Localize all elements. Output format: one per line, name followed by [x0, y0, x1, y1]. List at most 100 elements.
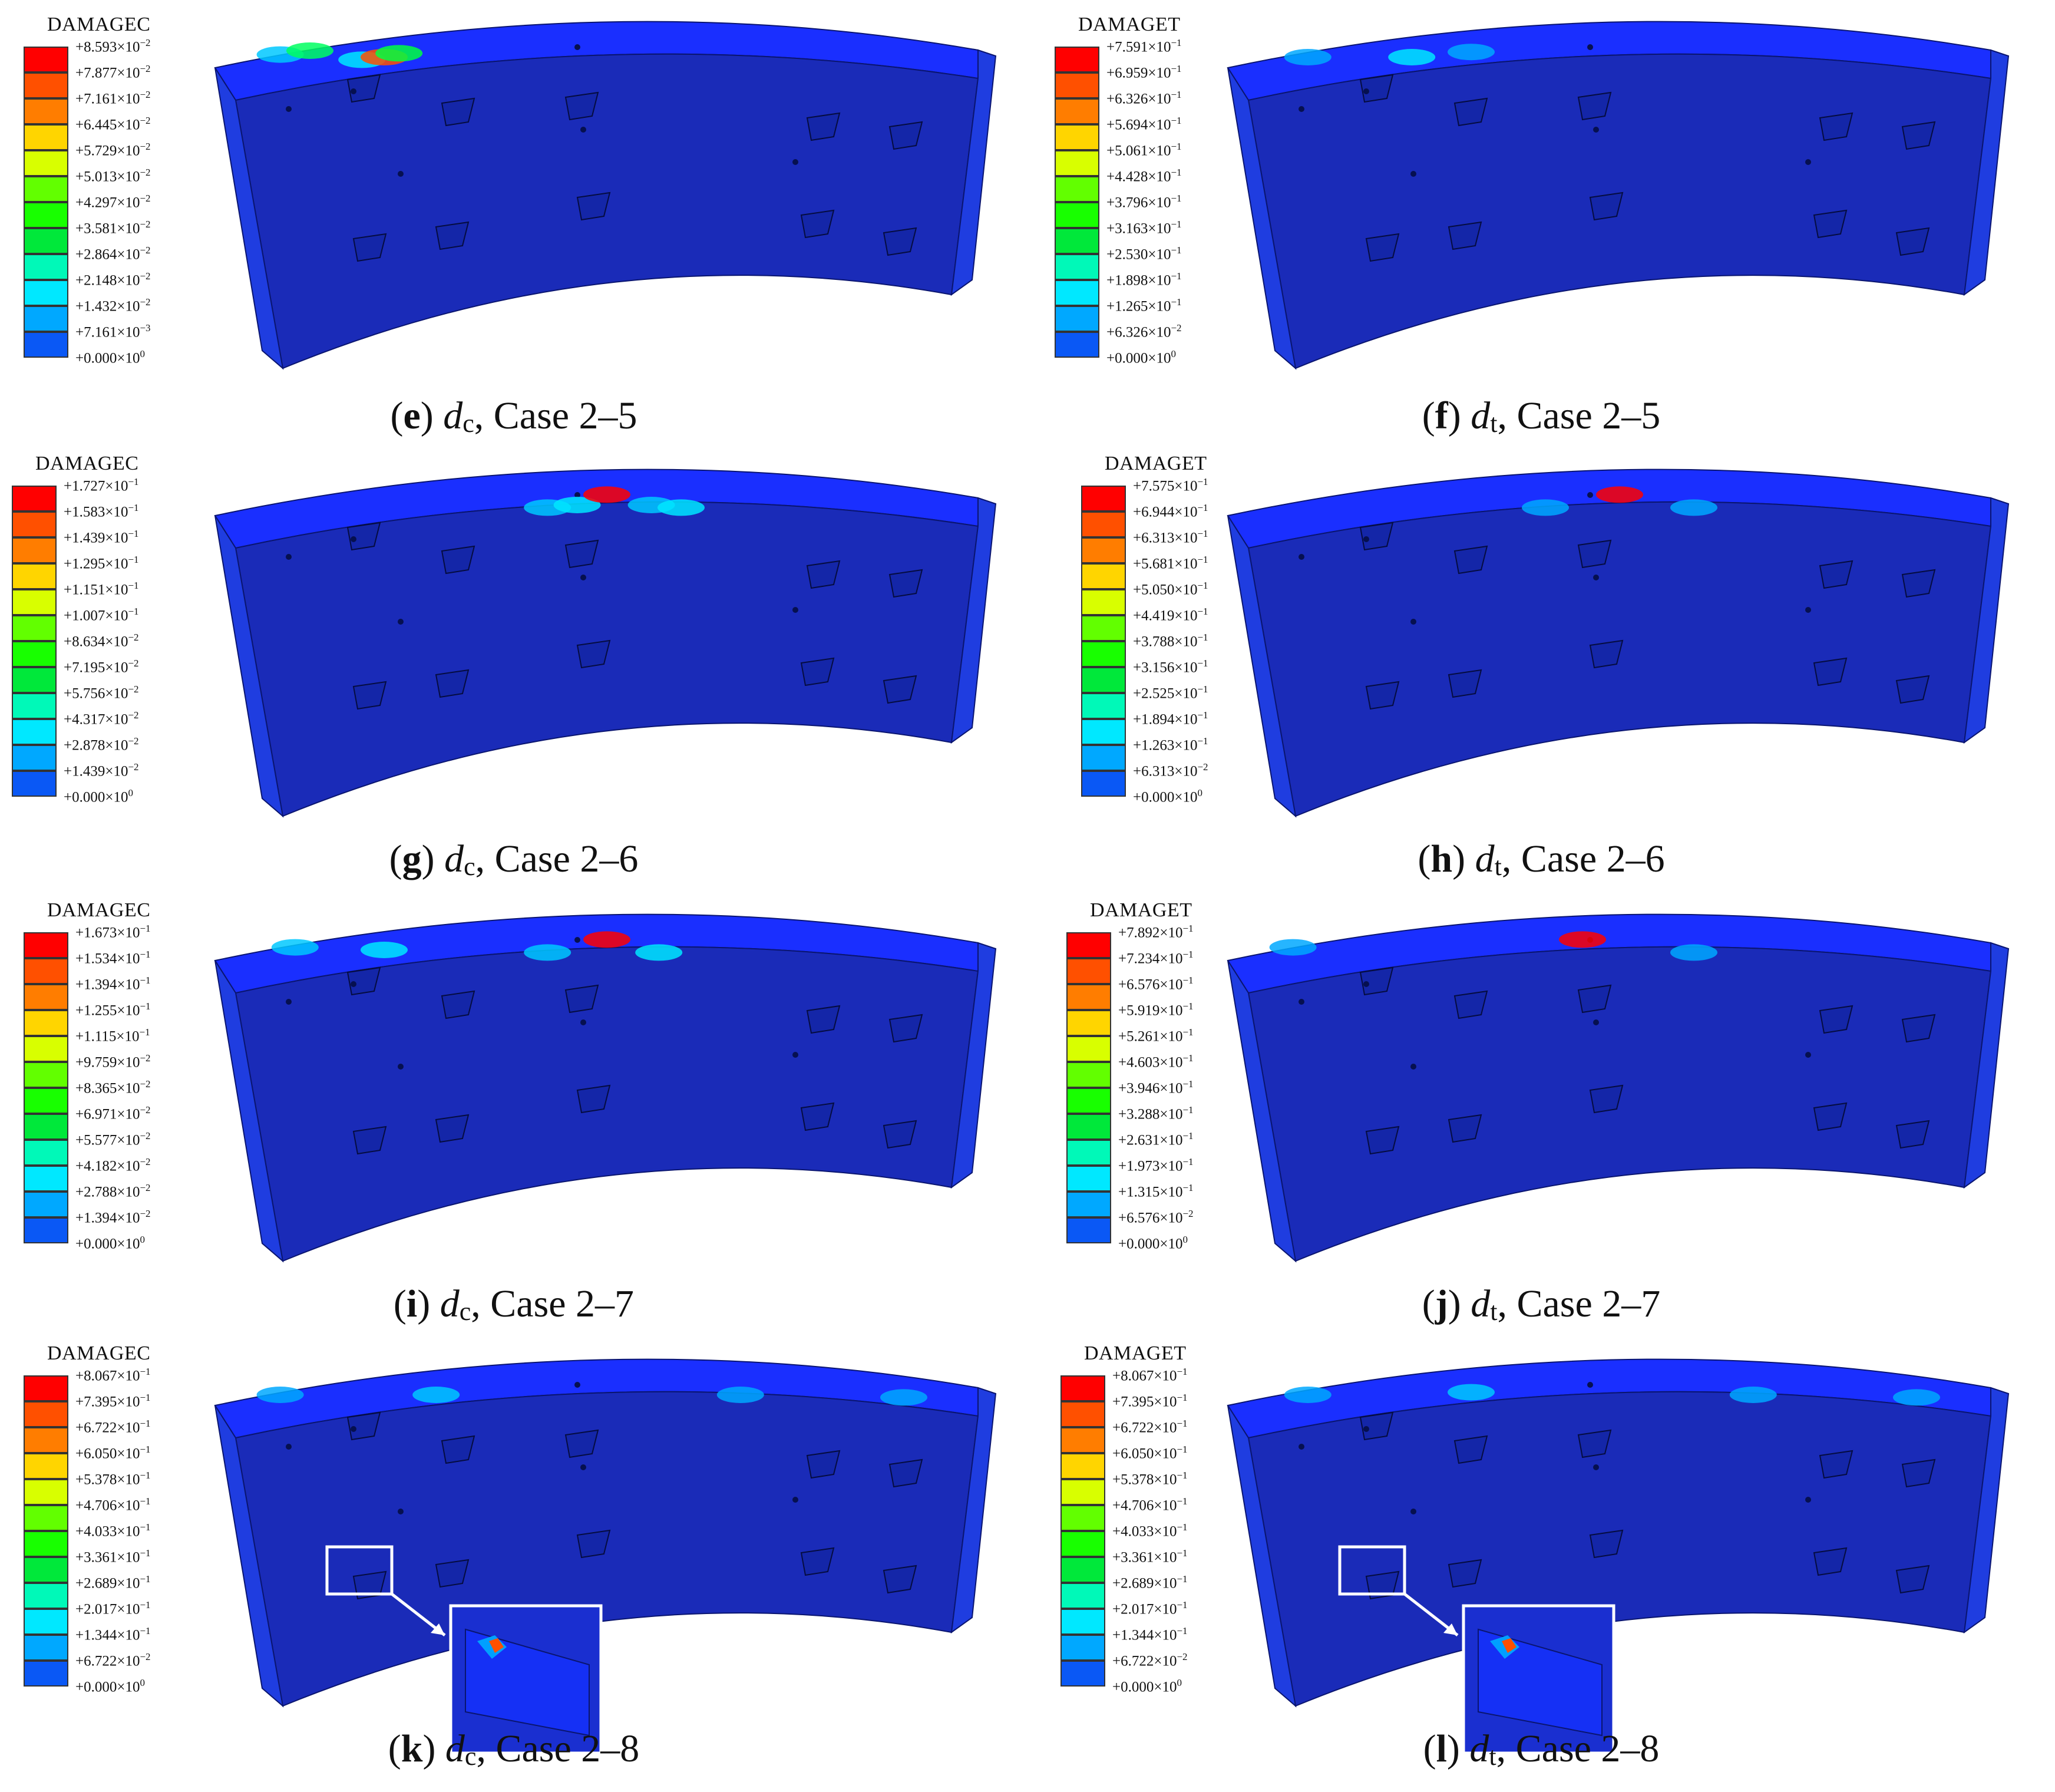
grout-hole [1299, 1444, 1304, 1450]
bolt-pocket [435, 1114, 470, 1143]
legend-tick-label: +2.864×10−2 [75, 245, 151, 263]
legend-color-cell [1055, 280, 1099, 306]
caption-subscript: t [1489, 1742, 1496, 1771]
legend-color-cell [24, 1114, 68, 1140]
legend-color-cell [1060, 1609, 1105, 1635]
legend-tick-label: +1.394×10−1 [75, 975, 151, 993]
legend-color-cell [24, 98, 68, 124]
legend-tick-label: +7.892×10−1 [1118, 923, 1194, 941]
caption-subscript: c [462, 409, 474, 438]
bolt-pocket [1813, 657, 1848, 687]
tunnel-segment-model [1227, 913, 2010, 1263]
legend-tick-label: +1.727×10−1 [64, 476, 139, 494]
legend-tick-label: +1.263×10−1 [1133, 735, 1208, 754]
legend-tick-label: +0.000×100 [75, 348, 145, 367]
segment-left-face [214, 960, 284, 1263]
tunnel-segment-model [1227, 1358, 2010, 1755]
damage-hotspot [524, 944, 571, 961]
damage-hotspot [375, 45, 423, 62]
segment-left-face [1227, 960, 1297, 1263]
legend-color-cell [1081, 771, 1126, 797]
legend-tick-label: +2.689×10−1 [75, 1573, 151, 1592]
grout-hole [398, 1064, 404, 1070]
bolt-pocket [346, 522, 381, 551]
legend-color-cell [24, 72, 68, 98]
legend-tick-label: +7.395×10−1 [75, 1392, 151, 1410]
bolt-pocket [352, 1126, 387, 1155]
caption-case: , Case 2–6 [475, 837, 639, 880]
bolt-pocket [576, 1529, 611, 1559]
caption-symbol: d [1471, 1282, 1491, 1325]
bolt-pocket [441, 990, 475, 1019]
grout-hole [1299, 554, 1304, 560]
panel-letter: k [401, 1727, 423, 1770]
grout-hole [1410, 171, 1416, 177]
bolt-pocket [800, 657, 835, 687]
legend-tick-label: +2.530×10−1 [1106, 245, 1182, 263]
legend-color-cell [1055, 47, 1099, 72]
legend-color-cell [1055, 332, 1099, 358]
legend-tick-label: +6.959×10−1 [1106, 63, 1182, 81]
grout-hole [1587, 1382, 1593, 1388]
bolt-pocket [1895, 227, 1930, 256]
bolt-pocket [441, 1435, 475, 1464]
damage-hotspot [658, 499, 705, 516]
damage-hotspot [1502, 1638, 1517, 1653]
bolt-pocket [1453, 1435, 1488, 1464]
legend-color-cell [1081, 615, 1126, 641]
damage-hotspot [716, 1387, 764, 1403]
legend-tick-label: +8.067×10−1 [75, 1366, 151, 1384]
panel-letter: e [403, 394, 421, 437]
legend-color-cell [24, 1192, 68, 1217]
legend-color-cell [24, 176, 68, 202]
legend-color-cell [24, 1661, 68, 1687]
tunnel-segment-model [1227, 21, 2010, 370]
legend-tick-label: +2.689×10−1 [1112, 1573, 1188, 1592]
legend-color-cell [1081, 486, 1126, 511]
damage-hotspot [1893, 1389, 1940, 1406]
legend-color-cell [24, 228, 68, 254]
legend-color-cell [1081, 719, 1126, 745]
legend-color-cell [1066, 1114, 1111, 1140]
bolt-pocket [888, 569, 923, 598]
legend-tick-label: +6.944×10−1 [1133, 502, 1208, 520]
legend-tick-label: +3.288×10−1 [1118, 1104, 1194, 1123]
caption-symbol: d [1469, 1727, 1489, 1770]
bolt-pocket [441, 97, 475, 127]
legend-tick-label: +2.878×10−2 [64, 735, 139, 754]
damage-hotspot [361, 942, 408, 958]
legend-color-cell [1055, 150, 1099, 176]
damage-hotspot [1284, 49, 1332, 65]
legend-tick-label: +1.439×10−2 [64, 761, 139, 780]
legend-tick-label: +4.297×10−2 [75, 193, 151, 211]
legend-tick-label: +3.361×10−1 [1112, 1547, 1188, 1566]
legend-tick-label: +6.722×10−1 [75, 1418, 151, 1436]
legend-tick-label: +7.234×10−1 [1118, 949, 1194, 967]
legend-tick-label: +7.395×10−1 [1112, 1392, 1188, 1410]
legend-tick-label: +1.394×10−2 [75, 1208, 151, 1226]
legend-tick-label: +2.017×10−1 [75, 1599, 151, 1618]
bolt-pocket [346, 1411, 381, 1441]
legend-color-cell [24, 202, 68, 228]
segment-left-face [214, 1405, 284, 1708]
caption-case: , Case 2–8 [1496, 1727, 1660, 1770]
caption-symbol: d [440, 1282, 460, 1325]
legend-tick-label: +0.000×100 [75, 1234, 145, 1252]
grout-hole [580, 127, 586, 133]
legend-title: DAMAGEC [47, 14, 151, 35]
legend-tick-label: +6.722×10−1 [1112, 1418, 1188, 1436]
legend-tick-label: +7.575×10−1 [1133, 476, 1208, 494]
panel-caption: (e) dc, Case 2–5 [390, 394, 637, 438]
caption-symbol: d [443, 394, 463, 437]
grout-hole [1593, 1019, 1599, 1025]
legend-tick-label: +4.033×10−1 [1112, 1522, 1188, 1540]
caption-symbol: d [444, 837, 464, 880]
caption-subscript: t [1490, 409, 1498, 438]
legend-color-cell [24, 1505, 68, 1531]
legend-tick-label: +3.361×10−1 [75, 1547, 151, 1566]
bolt-pocket [564, 984, 599, 1014]
legend-tick-label: +6.576×10−1 [1118, 975, 1194, 993]
legend-color-cell [24, 1635, 68, 1661]
legend-tick-label: +4.182×10−2 [75, 1156, 151, 1174]
caption-subscript: c [464, 1742, 477, 1771]
